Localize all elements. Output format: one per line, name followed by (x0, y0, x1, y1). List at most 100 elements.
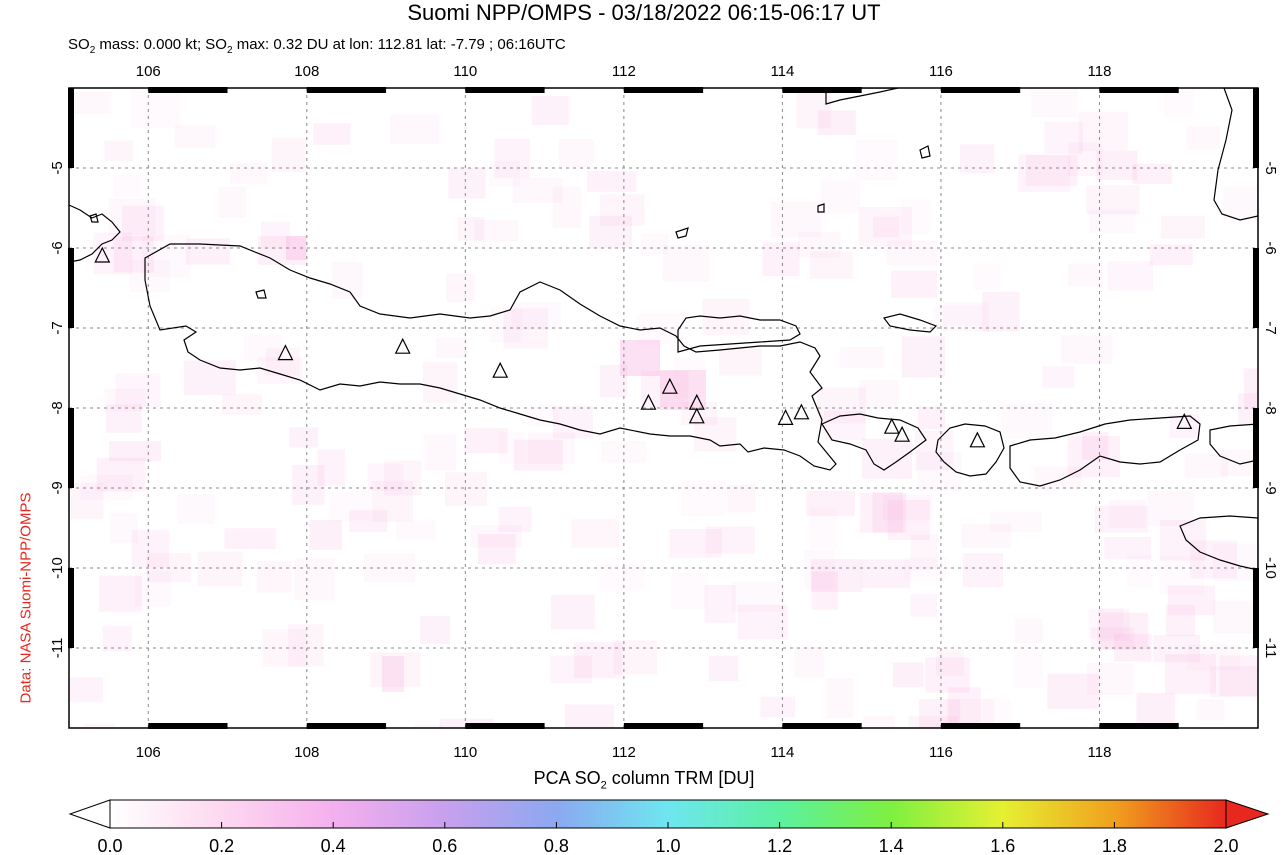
so2-pixel (552, 406, 593, 439)
so2-pixel (446, 273, 475, 302)
lat-tick-left: -10 (49, 557, 66, 579)
so2-pixel (731, 581, 785, 613)
so2-pixel (1082, 432, 1109, 460)
so2-pixel (477, 534, 516, 565)
so2-pixel (1047, 673, 1099, 709)
so2-pixel (1002, 403, 1053, 439)
so2-pixel (840, 346, 884, 369)
so2-pixel (1078, 111, 1128, 151)
so2-pixel (1169, 413, 1199, 439)
so2-pixel (258, 235, 308, 265)
so2-pixel (817, 387, 866, 424)
graticule (69, 88, 1258, 728)
so2-pixel (565, 704, 614, 728)
sumatra-coast (69, 204, 121, 263)
so2-pixel (470, 525, 522, 548)
so2-pixel (1099, 612, 1149, 650)
so2-pixel (1107, 261, 1153, 291)
frame-bar (1253, 88, 1259, 168)
so2-pixel (1018, 154, 1070, 193)
so2-pixel (872, 492, 903, 533)
so2-pixel (1136, 692, 1176, 728)
so2-pixel (332, 262, 363, 299)
lat-tick-left: -7 (49, 321, 66, 334)
so2-pixel (511, 302, 561, 330)
so2-pixel (498, 431, 525, 464)
so2-pixel (681, 481, 727, 516)
so2-pixel (671, 572, 708, 610)
so2-pixel (1094, 505, 1149, 533)
so2-pixel (109, 513, 138, 544)
so2-pixel (600, 364, 628, 398)
colorbar-min-arrow (68, 799, 111, 829)
so2-pixel (445, 472, 488, 507)
so2-pixel (1159, 556, 1204, 595)
so2-pixel (806, 490, 855, 517)
so2-mass-text: mass: 0.000 kt; SO (95, 36, 227, 53)
so2-pixel (640, 233, 669, 255)
so2-pixel (424, 434, 456, 471)
so2-pixel (809, 507, 837, 549)
lon-tick-top: 112 (612, 63, 636, 80)
so2-pixel (810, 559, 862, 592)
so2-pixel (1213, 600, 1258, 634)
so2-pixel (1187, 644, 1241, 671)
so2-pixel (669, 529, 722, 558)
island-1 (255, 289, 267, 299)
colorbar: 0.0 0.2 0.4 0.6 0.8 1.0 1.2 1.4 1.6 1.8 2.0 (68, 799, 1270, 855)
so2-pixel (1190, 540, 1237, 579)
so2-pixel (613, 640, 658, 675)
colorbar-title-sub: 2 (600, 779, 607, 792)
so2-pixel (131, 530, 170, 568)
so2-pixel (289, 427, 319, 448)
so2-pixel (1089, 209, 1136, 234)
volcano-icon (894, 425, 911, 442)
so2-pixel (663, 244, 709, 282)
frame-bar (465, 87, 545, 93)
so2-pixel (794, 647, 825, 678)
so2-pixel (74, 91, 112, 114)
so2-pixel (222, 394, 263, 415)
so2-pixel (901, 200, 931, 234)
colorbar-tick-label: 1.6 (990, 836, 1015, 855)
colorbar-tick-label: 0.6 (432, 836, 457, 855)
so2-pixel (244, 334, 283, 361)
so2-pixel (862, 438, 913, 479)
so2-pixel (1212, 543, 1256, 582)
lat-tick-left: -5 (49, 161, 66, 174)
colorbar-ticks: 0.0 0.2 0.4 0.6 0.8 1.0 1.2 1.4 1.6 1.8 2.0 (97, 822, 1239, 855)
so2-pixel (891, 270, 937, 298)
so2-pixel (811, 571, 838, 610)
so2-pixel (186, 238, 230, 265)
so2-pixel (104, 388, 147, 412)
so2-pixel (422, 362, 458, 403)
so2-pixel (498, 506, 532, 533)
so2-pixel (705, 526, 755, 554)
so2-pixel (982, 698, 1011, 723)
so2-pixel (873, 216, 900, 238)
so2-pixel (435, 337, 468, 358)
so2-pixel (420, 616, 450, 644)
so2-pixel (708, 655, 739, 681)
colorbar-tick-label: 0.0 (97, 836, 122, 855)
so2-pixel (1160, 520, 1207, 561)
so2-pixel (218, 187, 246, 218)
lon-tick-bottom: 106 (136, 744, 161, 761)
lat-tick-left: -6 (49, 241, 66, 254)
so2-pixel (1210, 666, 1258, 698)
so2-pixel (512, 178, 563, 203)
so2-pixel (230, 162, 268, 184)
madura-coast (677, 315, 801, 353)
so2-pixel (294, 558, 335, 600)
frame-bar (1099, 723, 1179, 729)
so2-pixel (910, 594, 937, 617)
so2-pixel (414, 724, 442, 728)
so2-pixel (141, 235, 191, 277)
so2-pixel (1165, 654, 1216, 694)
lat-tick-left: -11 (49, 638, 66, 659)
so2-pixel (1223, 186, 1258, 220)
so2-summary: SO2 mass: 0.000 kt; SO2 max: 0.32 DU at … (68, 36, 566, 56)
colorbar-tick-label: 2.0 (1213, 836, 1238, 855)
so2-pixel (1187, 125, 1220, 150)
so2-pixel (328, 491, 371, 521)
